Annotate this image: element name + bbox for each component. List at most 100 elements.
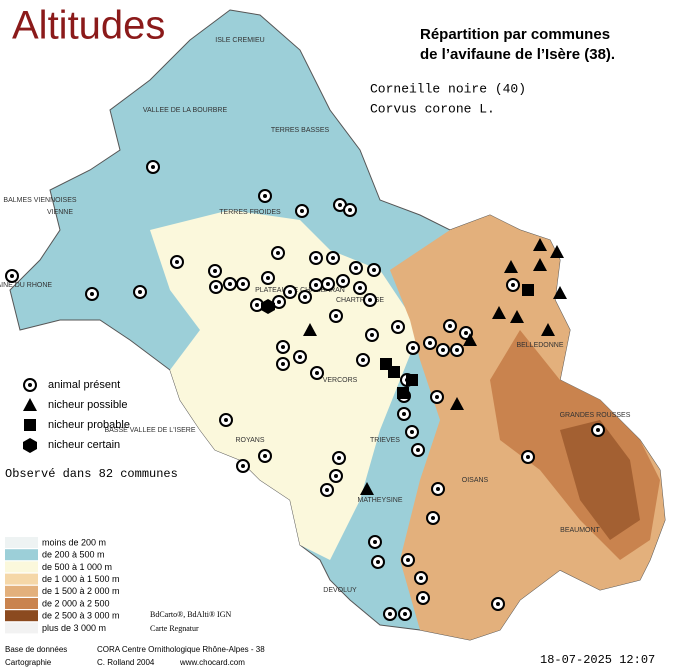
legend-label: nicheur certain: [48, 439, 120, 451]
presence-marker-dot: [255, 303, 259, 307]
presence-marker-dot: [436, 487, 440, 491]
alpine-zone: [560, 420, 640, 540]
presence-marker-dot: [266, 276, 270, 280]
place-label: VALLEE DE LA BOURBRE: [143, 107, 228, 114]
presence-marker-dot: [151, 165, 155, 169]
possible-marker: [450, 397, 464, 410]
presence-marker-dot: [403, 612, 407, 616]
source: Carte Regnatur: [150, 624, 199, 633]
presence-marker-dot: [511, 283, 515, 287]
altitude-swatch: [5, 585, 38, 597]
presence-marker-dot: [314, 283, 318, 287]
presence-marker-dot: [138, 290, 142, 294]
legend-symbol: [28, 383, 32, 387]
place-label: CHARTREUSE: [336, 297, 384, 304]
presence-marker-dot: [361, 358, 365, 362]
presence-marker-dot: [354, 266, 358, 270]
altitude-label: plus de 3 000 m: [42, 623, 106, 633]
presence-marker-dot: [325, 488, 329, 492]
legend-label: nicheur probable: [48, 419, 130, 431]
source: BdCarto®, BdAlti® IGN: [150, 610, 231, 619]
certain-marker: [261, 299, 275, 314]
place-label: BALMES VIENNOISES: [3, 197, 76, 204]
presence-marker-dot: [337, 456, 341, 460]
possible-marker: [533, 238, 547, 251]
species: Corneille noire (40): [370, 81, 526, 96]
probable-marker: [388, 366, 400, 378]
presence-marker-dot: [435, 395, 439, 399]
presence-marker-dot: [406, 558, 410, 562]
presence-marker-dot: [370, 333, 374, 337]
presence-marker-dot: [214, 285, 218, 289]
possible-marker: [510, 310, 524, 323]
probable-marker: [406, 374, 418, 386]
presence-marker-dot: [288, 290, 292, 294]
presence-marker-dot: [300, 209, 304, 213]
altitude-legend: moins de 200 m de 200 à 500 m de 500 à 1 0…: [5, 537, 120, 634]
altitude-label: de 1 000 à 1 500 m: [42, 574, 120, 584]
footer-text: CORA Centre Ornithologique Rhône-Alpes -…: [97, 645, 265, 654]
possible-marker: [504, 260, 518, 273]
footer-text: www.chocard.com: [179, 658, 245, 667]
altitude-swatch: [5, 598, 38, 609]
subtitle: Répartition par communes: [420, 26, 610, 43]
legend-label: nicheur possible: [48, 399, 128, 411]
presence-marker-dot: [175, 260, 179, 264]
presence-marker-dot: [334, 314, 338, 318]
presence-marker-dot: [526, 455, 530, 459]
presence-marker-dot: [341, 279, 345, 283]
presence-marker-dot: [298, 355, 302, 359]
presence-marker-dot: [314, 256, 318, 260]
place-label: GRANDES ROUSSES: [560, 412, 631, 419]
altitude-swatch: [5, 549, 38, 561]
presence-marker-dot: [276, 251, 280, 255]
presence-marker-dot: [358, 286, 362, 290]
possible-marker: [553, 286, 567, 299]
place-label: MATHEYSINE: [358, 497, 403, 504]
footer-text: C. Rolland 2004: [97, 658, 155, 667]
presence-marker-dot: [428, 341, 432, 345]
probable-marker: [397, 387, 409, 399]
presence-marker-dot: [496, 602, 500, 606]
presence-marker-dot: [315, 371, 319, 375]
presence-marker-dot: [373, 540, 377, 544]
presence-marker-dot: [431, 516, 435, 520]
presence-marker-dot: [376, 560, 380, 564]
presence-marker-dot: [303, 295, 307, 299]
place-label: VERCORS: [323, 377, 358, 384]
altitude-swatch: [5, 573, 38, 585]
place-label: OISANS: [462, 477, 489, 484]
hills-zone: [150, 210, 420, 560]
altitude-label: de 2 000 à 2 500: [42, 598, 110, 608]
presence-marker-dot: [464, 331, 468, 335]
presence-marker-dot: [224, 418, 228, 422]
title: Altitudes: [12, 4, 165, 48]
possible-marker: [360, 482, 374, 495]
place-label: BASSE VALLEE DE L'ISERE: [104, 427, 195, 434]
possible-marker: [533, 258, 547, 271]
presence-marker-dot: [228, 282, 232, 286]
altitude-label: de 1 500 à 2 000 m: [42, 586, 120, 596]
presence-marker-dot: [241, 282, 245, 286]
place-label: ISLE CREMIEU: [215, 37, 264, 44]
possible-marker: [303, 323, 317, 336]
date: 18-07-2025 12:07: [540, 653, 655, 667]
altitude-label: de 500 à 1 000 m: [42, 562, 112, 572]
presence-marker-dot: [455, 348, 459, 352]
possible-marker: [541, 323, 555, 336]
observed-count: Observé dans 82 communes: [5, 467, 178, 481]
latin-name: Corvus corone L.: [370, 101, 495, 116]
place-label: TRIEVES: [370, 437, 400, 444]
presence-marker-dot: [396, 325, 400, 329]
place-label: BEAUMONT: [560, 527, 600, 534]
presence-marker-dot: [338, 203, 342, 207]
place-label: PLAINE DU RHONE: [0, 282, 52, 289]
presence-marker-dot: [410, 430, 414, 434]
place-label: DEVOLUY: [323, 587, 357, 594]
presence-marker-dot: [388, 612, 392, 616]
altitude-label: de 2 500 à 3 000 m: [42, 611, 120, 621]
altitude-label: moins de 200 m: [42, 537, 106, 547]
presence-marker-dot: [416, 448, 420, 452]
presence-marker-dot: [421, 596, 425, 600]
